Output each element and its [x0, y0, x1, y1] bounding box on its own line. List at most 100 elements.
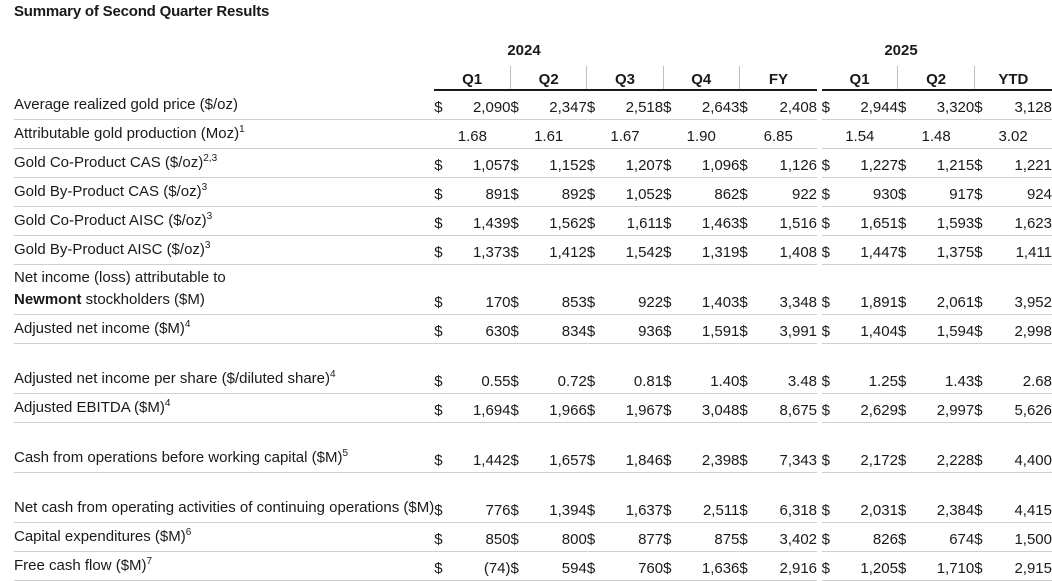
footnote-marker: 3: [206, 211, 213, 222]
row-label: Net income (loss) attributable to Newmont…: [14, 264, 435, 315]
currency-symbol: $: [821, 551, 841, 581]
value-cell: 2,384: [917, 472, 975, 523]
currency-symbol: $: [510, 235, 530, 265]
value-cell: 1,215: [917, 148, 975, 178]
currency-symbol: $: [586, 343, 607, 394]
value-cell: 3,991: [758, 314, 818, 344]
value-cell: 1,408: [758, 235, 818, 265]
currency-symbol: $: [974, 235, 994, 265]
value-cell: 170: [453, 264, 511, 315]
value-cell: 5,626: [993, 393, 1052, 423]
value-cell: 2,944: [840, 90, 898, 120]
currency-symbol: $: [739, 393, 759, 423]
currency-symbol: $: [586, 235, 607, 265]
value-cell: 3.48: [758, 343, 818, 394]
value-cell: 1.54: [821, 119, 898, 149]
value-cell: 1,542: [606, 235, 664, 265]
value-cell: 800: [529, 522, 587, 552]
currency-symbol: $: [897, 314, 918, 344]
row-label-text: Adjusted net income per share ($/diluted…: [14, 370, 331, 387]
value-cell: 924: [993, 177, 1052, 207]
currency-symbol: $: [663, 551, 683, 581]
currency-symbol: $: [821, 148, 841, 178]
value-cell: 1,227: [840, 148, 898, 178]
currency-symbol: $: [434, 551, 454, 581]
value-cell: 917: [917, 177, 975, 207]
value-cell: 1,221: [993, 148, 1052, 178]
value-cell: 1,205: [840, 551, 898, 581]
footnote-marker: 2,3: [203, 153, 218, 164]
currency-symbol: $: [897, 264, 918, 315]
currency-symbol: $: [897, 522, 918, 552]
currency-symbol: $: [434, 314, 454, 344]
value-cell: 2.68: [993, 343, 1052, 394]
currency-symbol: $: [974, 90, 994, 120]
currency-symbol: $: [510, 343, 530, 394]
currency-symbol: $: [663, 314, 683, 344]
value-cell: 3,320: [917, 90, 975, 120]
currency-symbol: $: [434, 177, 454, 207]
table-row: Adjusted net income per share ($/diluted…: [14, 343, 1052, 394]
page-title: Summary of Second Quarter Results: [14, 3, 270, 20]
row-label-text: Net income (loss) attributable to: [14, 269, 226, 286]
table-row: Net cash from operating activities of co…: [14, 472, 1052, 523]
value-cell: 2,228: [917, 422, 975, 473]
value-cell: 1,463: [682, 206, 740, 236]
currency-symbol: $: [821, 235, 841, 265]
currency-symbol: $: [739, 235, 759, 265]
value-cell: 877: [606, 522, 664, 552]
currency-symbol: $: [510, 314, 530, 344]
currency-symbol: $: [586, 206, 607, 236]
value-cell: 6,318: [758, 472, 818, 523]
currency-symbol: $: [663, 148, 683, 178]
footnote-marker: 1: [239, 124, 245, 135]
value-cell: 1,394: [529, 472, 587, 523]
currency-symbol: $: [897, 551, 918, 581]
row-label: Average realized gold price ($/oz): [14, 90, 435, 120]
row-label: Attributable gold production (Moz)1: [14, 119, 435, 149]
value-cell: 630: [453, 314, 511, 344]
value-cell: 1,636: [682, 551, 740, 581]
value-cell: 2,997: [917, 393, 975, 423]
value-cell: 1,500: [993, 522, 1052, 552]
currency-symbol: $: [739, 314, 759, 344]
period-header-ytd-2025: YTD: [973, 66, 1052, 91]
value-cell: 922: [758, 177, 818, 207]
period-header-row: Q1 Q2 Q3 Q4 FY Q1 Q2 YTD: [14, 66, 1052, 91]
value-cell: 1,375: [917, 235, 975, 265]
value-cell: 4,415: [993, 472, 1052, 523]
value-cell: 1,052: [606, 177, 664, 207]
currency-symbol: $: [821, 177, 841, 207]
period-header-q4-2024: Q4: [662, 66, 740, 91]
currency-symbol: $: [974, 177, 994, 207]
currency-symbol: $: [821, 343, 841, 394]
value-cell: 1,593: [917, 206, 975, 236]
value-cell: 826: [840, 522, 898, 552]
footnote-marker: 4: [164, 398, 171, 409]
currency-symbol: $: [897, 422, 918, 473]
row-label-text: Gold Co-Product AISC ($/oz): [14, 212, 207, 229]
currency-symbol: $: [663, 522, 683, 552]
row-label: Capital expenditures ($M)6: [14, 522, 435, 552]
value-cell: 1.61: [510, 119, 587, 149]
value-cell: 1,412: [529, 235, 587, 265]
value-cell: 2,061: [917, 264, 975, 315]
value-cell: 2,518: [606, 90, 664, 120]
currency-symbol: $: [510, 472, 530, 523]
footnote-marker: 6: [185, 527, 192, 538]
value-cell: 2,643: [682, 90, 740, 120]
currency-symbol: $: [821, 522, 841, 552]
currency-symbol: $: [739, 264, 759, 315]
currency-symbol: $: [510, 206, 530, 236]
currency-symbol: $: [974, 422, 994, 473]
currency-symbol: $: [510, 393, 530, 423]
value-cell: 1,966: [529, 393, 587, 423]
currency-symbol: $: [974, 148, 994, 178]
period-header-q3-2024: Q3: [586, 66, 664, 91]
currency-symbol: $: [434, 206, 454, 236]
currency-symbol: $: [739, 206, 759, 236]
value-cell: 2,172: [840, 422, 898, 473]
value-cell: 2,398: [682, 422, 740, 473]
value-cell: 1.25: [840, 343, 898, 394]
footnote-marker: 7: [146, 556, 153, 567]
